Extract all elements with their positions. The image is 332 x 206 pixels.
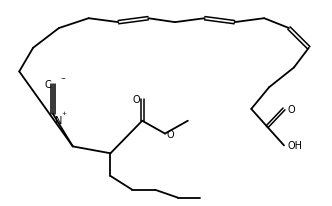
Text: C: C [44,80,51,90]
Text: O: O [287,104,295,114]
Text: N: N [54,115,62,125]
Text: O: O [133,95,140,104]
Text: $^+$: $^+$ [60,110,68,119]
Text: OH: OH [287,141,302,151]
Text: O: O [167,129,174,139]
Text: $^-$: $^-$ [58,75,66,83]
